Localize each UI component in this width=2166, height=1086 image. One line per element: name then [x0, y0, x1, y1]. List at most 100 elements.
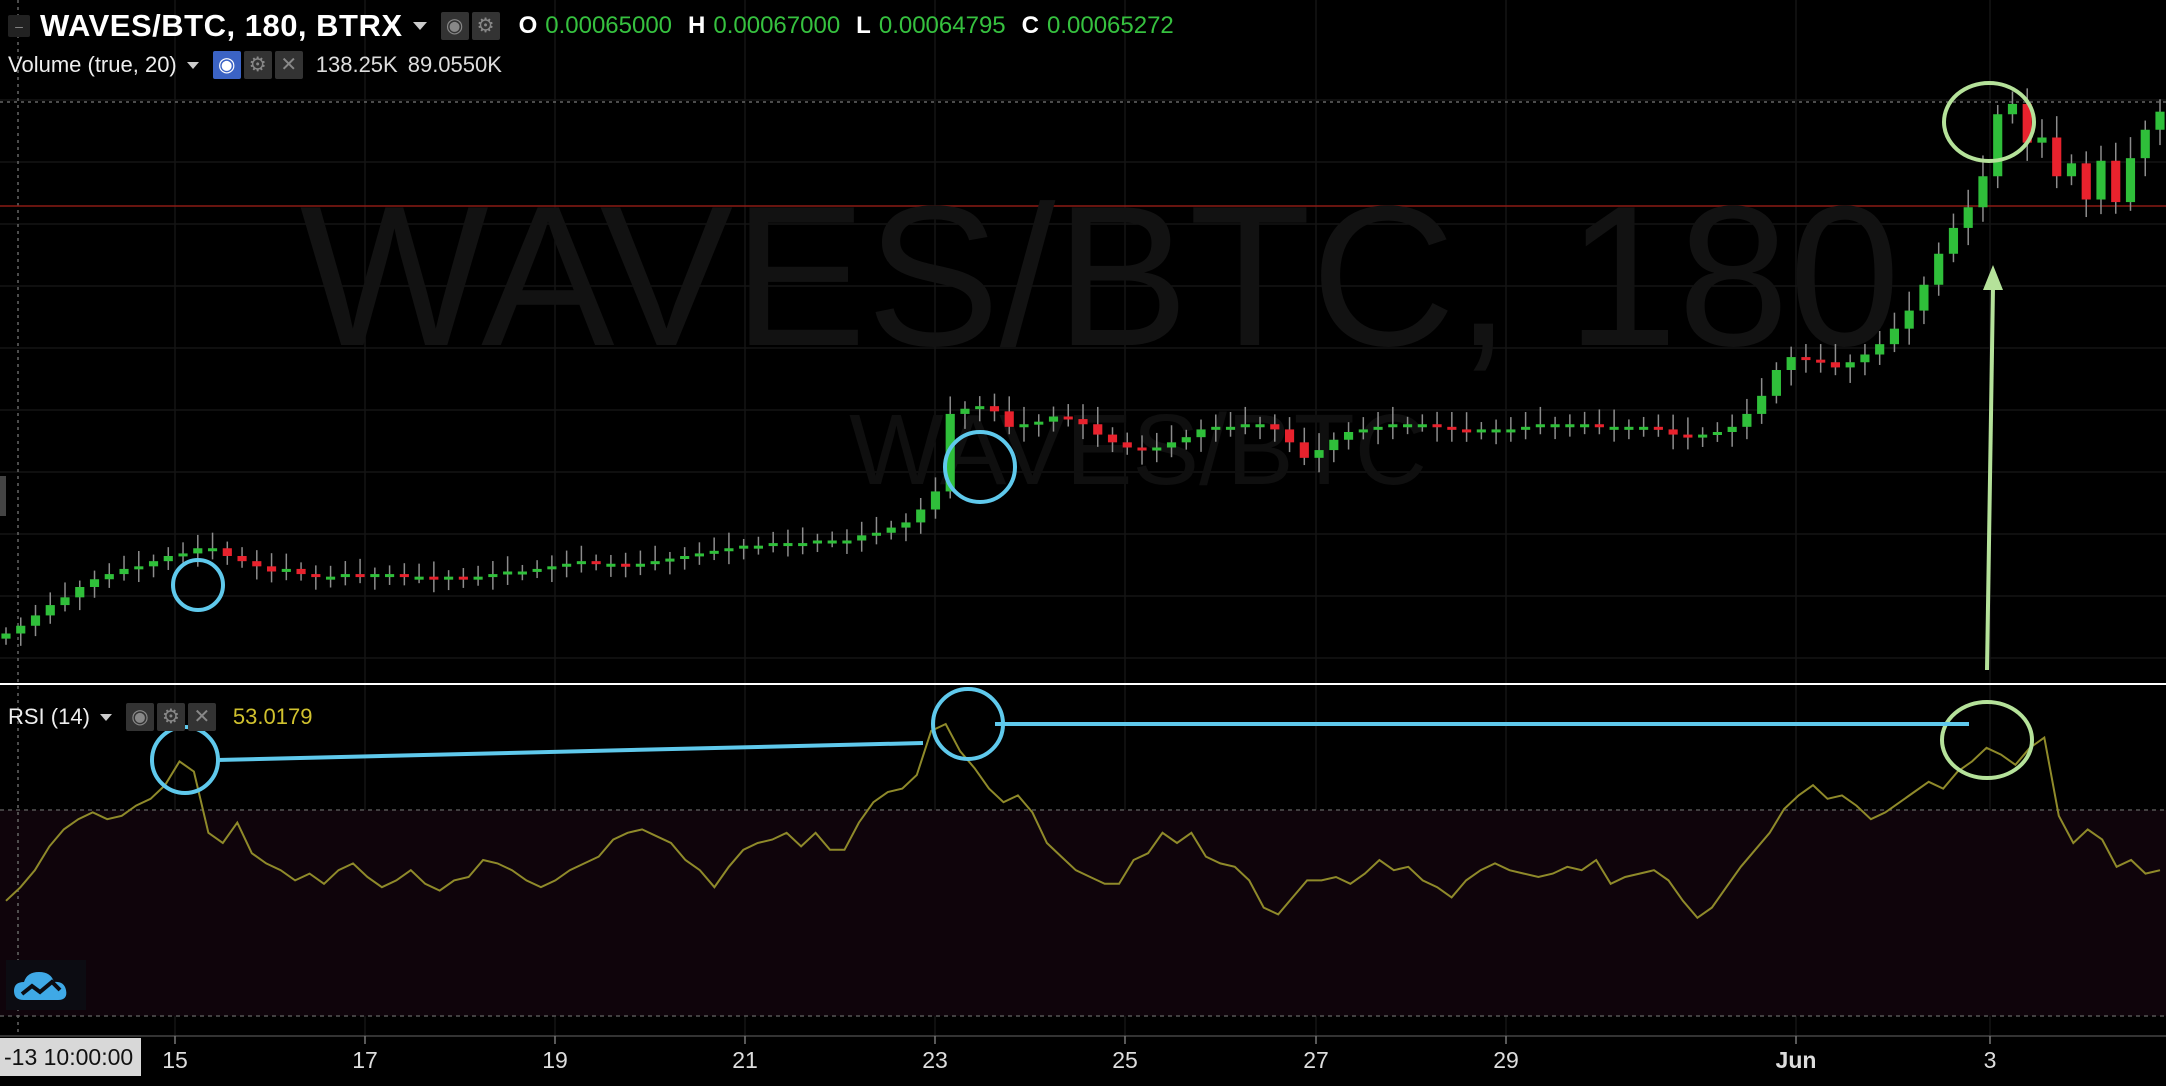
- time-axis-tick-label: 15: [162, 1047, 188, 1073]
- candle-up: [1742, 413, 1752, 427]
- candle-down: [1594, 424, 1604, 428]
- candle-up: [665, 558, 675, 562]
- candle-down: [2111, 160, 2121, 203]
- candle-up: [163, 556, 173, 562]
- candle-up: [650, 561, 660, 565]
- candle-up: [975, 406, 985, 410]
- symbol-title[interactable]: WAVES/BTC, 180, BTRX: [40, 8, 403, 43]
- rsi-label[interactable]: RSI (14): [8, 704, 90, 729]
- candle-down: [1299, 442, 1309, 458]
- rsi-value: 53.0179: [232, 704, 313, 729]
- volume-legend: Volume (true, 20) ◉ ⚙ ✕ 138.25K 89.0550K: [8, 48, 502, 82]
- close-icon[interactable]: ✕: [187, 703, 216, 731]
- candle-up: [104, 574, 114, 580]
- annotation-blue-trendline-1: [216, 741, 924, 762]
- candle-up: [945, 413, 955, 492]
- candle-up: [281, 568, 291, 572]
- eye-icon[interactable]: ◉: [440, 12, 469, 40]
- gear-icon[interactable]: ⚙: [156, 703, 185, 731]
- candle-up: [1609, 426, 1619, 430]
- candle-up: [694, 553, 704, 557]
- eye-icon[interactable]: ◉: [212, 51, 241, 79]
- open-value: 0.00065000: [545, 12, 673, 39]
- candle-up: [857, 535, 867, 541]
- candle-up: [2096, 160, 2106, 200]
- candle-down: [1122, 442, 1132, 448]
- candle-down: [2052, 137, 2062, 177]
- time-axis-tick-label: 23: [922, 1047, 948, 1073]
- candle-up: [2066, 163, 2077, 177]
- candle-down: [1107, 434, 1118, 443]
- candle-up: [488, 574, 498, 578]
- candle-down: [1432, 424, 1442, 428]
- annotation-green-arrow-shaft: [1985, 286, 1995, 671]
- chevron-down-icon[interactable]: [186, 61, 199, 69]
- low-label: L: [856, 12, 871, 39]
- candle-up: [930, 491, 941, 510]
- time-axis[interactable]: 15 17 19 21 23 25 27 29 Jun 3: [162, 1036, 1996, 1073]
- candle-up: [134, 566, 144, 570]
- annotation-blue-circle-1: [171, 558, 225, 612]
- candle-down: [458, 576, 468, 580]
- candle-up: [75, 587, 85, 598]
- candle-up: [1491, 429, 1501, 433]
- candle-down: [1004, 411, 1014, 427]
- candle-up: [1152, 447, 1162, 451]
- candle-up: [1048, 416, 1059, 422]
- collapse-legend-icon[interactable]: –: [8, 15, 30, 37]
- time-axis-tick-label: 21: [732, 1047, 758, 1073]
- candle-up: [1786, 357, 1796, 370]
- candle-up: [901, 522, 911, 528]
- volume-label[interactable]: Volume (true, 20): [8, 52, 177, 77]
- candle-up: [532, 568, 542, 572]
- chevron-down-icon[interactable]: [412, 22, 427, 30]
- candle-down: [1668, 429, 1678, 435]
- candle-up: [370, 574, 380, 578]
- annotation-green-ellipse-1: [1942, 81, 2036, 163]
- candle-down: [296, 568, 306, 575]
- annotation-blue-circle-2: [943, 430, 1017, 504]
- candle-down: [222, 548, 232, 556]
- time-axis-tick-label: 27: [1303, 1047, 1329, 1073]
- candle-up: [1034, 421, 1044, 425]
- candle-up: [2155, 111, 2165, 130]
- candle-down: [621, 563, 631, 567]
- candle-down: [1078, 419, 1088, 425]
- candle-down: [1137, 447, 1147, 451]
- candle-down: [989, 406, 1000, 412]
- candle-up: [798, 543, 808, 547]
- eye-icon[interactable]: ◉: [125, 703, 154, 731]
- gear-icon[interactable]: ⚙: [243, 51, 272, 79]
- candle-up: [1580, 424, 1590, 428]
- annotation-green-arrow-head: [1983, 265, 2003, 290]
- chevron-down-icon[interactable]: [99, 713, 112, 721]
- candle-up: [1019, 424, 1029, 428]
- candle-up: [576, 561, 586, 565]
- candle-up: [1978, 176, 1988, 208]
- candle-up: [960, 408, 970, 414]
- close-icon[interactable]: ✕: [274, 51, 303, 79]
- candle-up: [1771, 370, 1781, 396]
- candlestick-series: [1, 88, 2165, 646]
- candle-up: [326, 576, 336, 580]
- candle-down: [1447, 426, 1457, 430]
- left-pane-handle[interactable]: [0, 476, 6, 516]
- candle-up: [1727, 426, 1737, 432]
- candle-up: [1712, 432, 1722, 435]
- candle-down: [237, 556, 247, 562]
- candle-down: [266, 566, 277, 572]
- candle-up: [1875, 344, 1885, 355]
- tradingview-cloud-icon[interactable]: [6, 960, 86, 1010]
- gear-icon[interactable]: ⚙: [471, 12, 500, 40]
- candle-up: [1329, 439, 1339, 451]
- candle-up: [783, 543, 793, 547]
- cloud-icon: [14, 972, 67, 1000]
- candle-up: [1211, 426, 1221, 430]
- time-axis-tick-label: 25: [1112, 1047, 1138, 1073]
- candle-up: [1639, 426, 1649, 430]
- candle-up: [812, 540, 823, 544]
- candle-up: [207, 548, 218, 552]
- candle-down: [252, 561, 262, 567]
- candle-down: [1653, 426, 1663, 430]
